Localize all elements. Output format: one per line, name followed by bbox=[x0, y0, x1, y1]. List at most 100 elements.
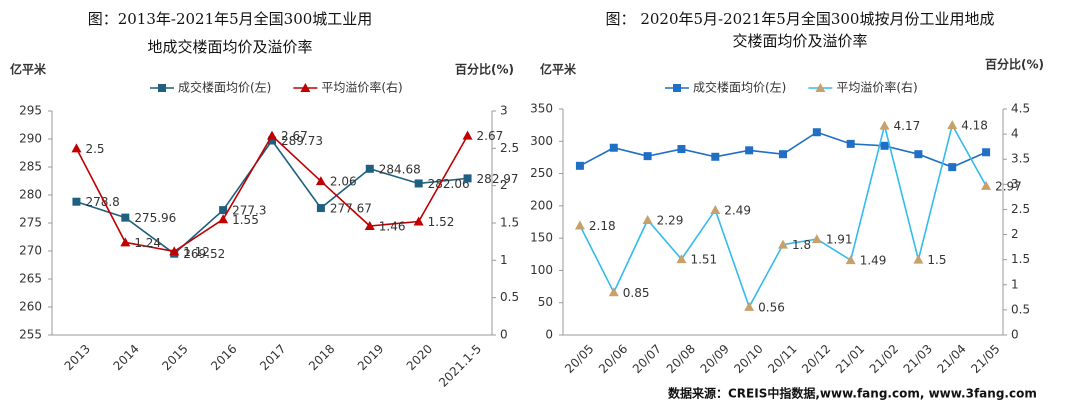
data-point bbox=[677, 145, 686, 154]
y2-tick-label: 2.5 bbox=[1011, 202, 1030, 216]
x-tick-label: 20/06 bbox=[596, 342, 630, 376]
y-tick-label: 200 bbox=[530, 198, 553, 212]
data-label: 2.06 bbox=[330, 175, 357, 189]
legend-label: 成交楼面均价(左) bbox=[178, 80, 271, 95]
y2-tick-label: 2.5 bbox=[500, 141, 519, 155]
data-label: 2.67 bbox=[477, 129, 504, 143]
data-point bbox=[778, 239, 788, 249]
x-tick-label: 20/08 bbox=[664, 342, 698, 376]
x-tick-label: 2018 bbox=[306, 342, 337, 373]
data-point bbox=[120, 237, 131, 247]
data-label: 289.73 bbox=[281, 134, 323, 148]
x-tick-label: 2015 bbox=[159, 342, 190, 373]
data-point bbox=[316, 204, 325, 213]
data-point bbox=[846, 139, 855, 148]
data-point bbox=[365, 164, 374, 173]
data-point bbox=[981, 180, 992, 190]
data-label: 2.49 bbox=[724, 203, 751, 217]
legend-label: 成交楼面均价(左) bbox=[693, 80, 786, 95]
y-tick-label: 350 bbox=[530, 102, 553, 116]
y-tick-label: 0 bbox=[545, 328, 553, 342]
y-tick-label: 295 bbox=[19, 104, 42, 118]
data-point bbox=[268, 136, 276, 145]
data-point bbox=[609, 143, 618, 152]
y2-tick-label: 0.5 bbox=[1011, 302, 1030, 316]
data-label: 1.49 bbox=[860, 254, 887, 268]
data-label: 1.12 bbox=[183, 245, 210, 259]
data-label: 1.8 bbox=[792, 238, 811, 252]
data-point bbox=[913, 254, 924, 264]
chart-title: 图：2013年-2021年5月全国300城工业用 bbox=[88, 10, 373, 28]
data-label: 1.52 bbox=[428, 215, 455, 229]
chart-title: 图： 2020年5月-2021年5月全国300城按月份工业用地成 bbox=[606, 10, 995, 28]
legend-marker bbox=[158, 84, 166, 92]
x-tick-label: 21/01 bbox=[833, 342, 867, 376]
data-label: 0.56 bbox=[758, 300, 785, 314]
chart-title: 交楼面均价及溢价率 bbox=[732, 32, 867, 50]
data-point bbox=[710, 204, 721, 214]
legend-marker bbox=[673, 84, 681, 92]
data-point bbox=[267, 130, 277, 140]
data-point bbox=[169, 246, 180, 256]
y2-tick-label: 1.5 bbox=[500, 216, 519, 230]
y2-tick-label: 0 bbox=[500, 328, 508, 342]
data-label: 278.8 bbox=[85, 195, 119, 209]
y-tick-label: 100 bbox=[530, 263, 553, 277]
y-tick-label: 280 bbox=[19, 188, 42, 202]
data-label: 277.3 bbox=[232, 204, 266, 218]
data-label: 1.91 bbox=[826, 233, 853, 247]
data-point bbox=[414, 179, 423, 188]
y-tick-label: 290 bbox=[19, 132, 42, 146]
data-point bbox=[218, 214, 229, 224]
y2-tick-label: 0.5 bbox=[500, 290, 519, 304]
data-point bbox=[982, 148, 991, 157]
y2-tick-label: 4 bbox=[1011, 127, 1019, 141]
data-point bbox=[744, 301, 755, 311]
data-label: 0.85 bbox=[623, 286, 650, 300]
data-label: 4.18 bbox=[961, 119, 988, 133]
y2-tick-label: 2 bbox=[1011, 227, 1019, 241]
x-tick-label: 20/10 bbox=[731, 342, 765, 376]
x-tick-label: 20/12 bbox=[799, 342, 833, 376]
data-point bbox=[845, 255, 856, 265]
data-point bbox=[364, 220, 375, 230]
data-label: 1.24 bbox=[134, 236, 161, 250]
data-point bbox=[575, 161, 584, 170]
data-label: 1.51 bbox=[690, 253, 717, 267]
data-label: 4.17 bbox=[894, 119, 921, 133]
x-tick-label: 2021.1-5 bbox=[436, 342, 484, 390]
data-label: 269.52 bbox=[183, 247, 225, 261]
series-line bbox=[75, 134, 469, 253]
y2-axis-label: 百分比(%) bbox=[985, 57, 1044, 72]
x-tick-label: 2016 bbox=[208, 342, 239, 373]
y2-tick-label: 1.5 bbox=[1011, 252, 1030, 266]
y-tick-label: 285 bbox=[19, 160, 42, 174]
x-tick-label: 20/05 bbox=[562, 342, 596, 376]
y-tick-label: 150 bbox=[530, 231, 553, 245]
data-point bbox=[219, 206, 228, 215]
data-point bbox=[676, 254, 687, 264]
y-tick-label: 255 bbox=[19, 328, 42, 342]
x-tick-label: 21/03 bbox=[901, 342, 935, 376]
data-label: 2.18 bbox=[589, 219, 616, 233]
data-point bbox=[947, 120, 958, 130]
legend-label: 平均溢价率(右) bbox=[321, 80, 402, 95]
y-tick-label: 260 bbox=[19, 300, 42, 314]
data-label: 2.5 bbox=[85, 142, 104, 156]
data-point bbox=[315, 176, 326, 186]
y2-tick-label: 3.5 bbox=[1011, 152, 1030, 166]
data-point bbox=[812, 128, 821, 137]
data-label: 2.97 bbox=[995, 179, 1022, 193]
y-tick-label: 275 bbox=[19, 216, 42, 230]
data-label: 275.96 bbox=[134, 211, 176, 225]
series-line bbox=[579, 131, 987, 168]
data-point bbox=[711, 152, 720, 161]
y2-tick-label: 1 bbox=[1011, 277, 1019, 291]
data-point bbox=[880, 141, 889, 150]
data-point bbox=[642, 214, 653, 224]
data-point bbox=[121, 213, 130, 222]
y2-tick-label: 1 bbox=[500, 253, 508, 267]
y-axis-label: 亿平米 bbox=[10, 62, 47, 77]
data-point bbox=[574, 220, 585, 230]
legend-label: 平均溢价率(右) bbox=[836, 80, 917, 95]
